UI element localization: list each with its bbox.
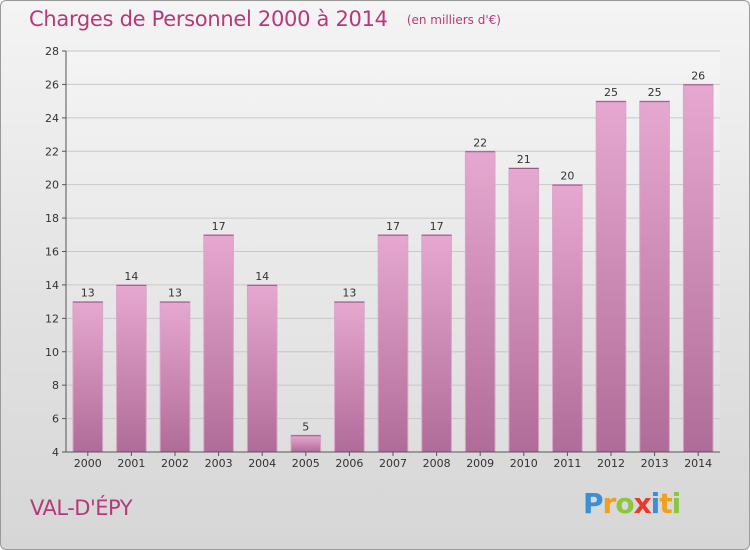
y-tick-label: 26 bbox=[45, 78, 59, 91]
chart-title: Charges de Personnel 2000 à 2014 bbox=[29, 7, 388, 31]
y-tick-label: 14 bbox=[45, 279, 59, 292]
logo-letter: i bbox=[650, 487, 661, 520]
x-tick-label: 2014 bbox=[684, 457, 712, 470]
logo-letter: o bbox=[615, 487, 634, 520]
x-tick-label: 2012 bbox=[597, 457, 625, 470]
data-label: 17 bbox=[430, 220, 444, 233]
bar bbox=[159, 301, 191, 453]
bar bbox=[508, 167, 540, 453]
logo-letter: x bbox=[633, 487, 652, 520]
logo-letter: i bbox=[671, 487, 682, 520]
y-tick-label: 4 bbox=[52, 446, 59, 459]
data-label: 17 bbox=[212, 220, 226, 233]
y-tick-label: 22 bbox=[45, 145, 59, 158]
bar bbox=[552, 184, 583, 453]
x-tick-label: 2002 bbox=[161, 457, 189, 470]
bar bbox=[595, 100, 627, 453]
x-tick-label: 2004 bbox=[248, 457, 276, 470]
y-tick-label: 20 bbox=[45, 179, 59, 192]
y-tick-label: 6 bbox=[52, 413, 59, 426]
data-label: 13 bbox=[342, 287, 356, 300]
x-tick-label: 2007 bbox=[379, 457, 407, 470]
bar bbox=[334, 301, 365, 453]
x-tick-label: 2003 bbox=[205, 457, 233, 470]
data-label: 21 bbox=[517, 153, 531, 166]
data-label: 5 bbox=[302, 420, 309, 433]
chart-title-row: Charges de Personnel 2000 à 2014 (en mil… bbox=[29, 7, 501, 31]
data-label: 22 bbox=[473, 136, 487, 149]
data-label: 17 bbox=[386, 220, 400, 233]
x-tick-label: 2010 bbox=[510, 457, 538, 470]
bar bbox=[464, 150, 496, 453]
data-label: 20 bbox=[560, 170, 574, 183]
y-tick-label: 16 bbox=[45, 246, 59, 259]
logo-letter: t bbox=[659, 487, 672, 520]
bar bbox=[639, 100, 670, 453]
data-label: 13 bbox=[168, 287, 182, 300]
bar-chart: 13 14 13 17 14 5 13 17 17 22 21 20 25 25 26 4 6 8 10 12 14 1… bbox=[45, 45, 720, 470]
x-tick-label: 2006 bbox=[335, 457, 363, 470]
axes-layer: 4 6 8 10 12 14 16 18 20 22 24 26 28 2000 2001 2002 2003 2… bbox=[45, 45, 720, 470]
data-label: 26 bbox=[691, 69, 705, 82]
y-tick-label: 24 bbox=[45, 112, 59, 125]
bar bbox=[72, 301, 104, 453]
data-label: 14 bbox=[124, 270, 138, 283]
x-tick-label: 2005 bbox=[292, 457, 320, 470]
logo-letter: r bbox=[602, 487, 617, 520]
data-label: 14 bbox=[255, 270, 269, 283]
x-tick-label: 2009 bbox=[466, 457, 494, 470]
x-tick-label: 2000 bbox=[74, 457, 102, 470]
bar bbox=[421, 234, 452, 453]
data-label: 13 bbox=[81, 287, 95, 300]
x-tick-label: 2008 bbox=[423, 457, 451, 470]
logo-letter: P bbox=[583, 487, 604, 520]
x-tick-label: 2001 bbox=[117, 457, 145, 470]
commune-name: VAL-D'ÉPY bbox=[30, 496, 133, 520]
y-tick-label: 12 bbox=[45, 312, 59, 325]
x-tick-label: 2011 bbox=[553, 457, 581, 470]
x-tick-label: 2013 bbox=[641, 457, 669, 470]
y-tick-label: 10 bbox=[45, 346, 59, 359]
chart-subtitle: (en milliers d'€) bbox=[406, 13, 501, 27]
y-tick-label: 28 bbox=[45, 45, 59, 58]
bar bbox=[116, 284, 147, 453]
data-label: 25 bbox=[604, 86, 618, 99]
y-tick-label: 8 bbox=[52, 379, 59, 392]
bar bbox=[682, 83, 714, 453]
bar bbox=[377, 234, 409, 453]
data-label: 25 bbox=[648, 86, 662, 99]
proxiti-logo: Proxiti bbox=[583, 487, 682, 520]
bar bbox=[290, 434, 322, 453]
bar bbox=[246, 284, 278, 453]
y-tick-label: 18 bbox=[45, 212, 59, 225]
bar bbox=[203, 234, 234, 453]
